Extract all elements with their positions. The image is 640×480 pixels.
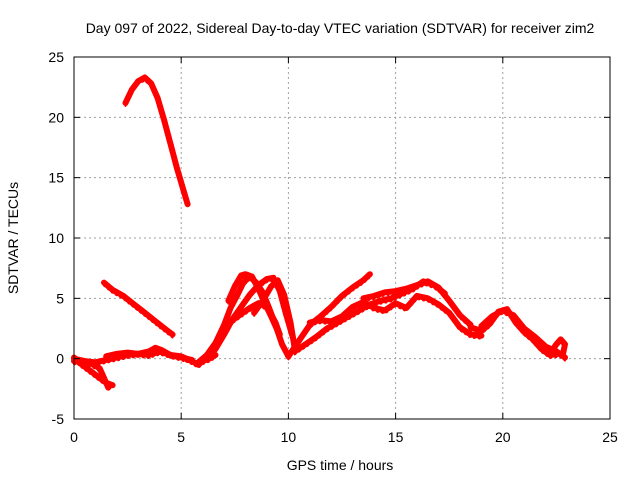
series-arc-low-early-b-scatter	[73, 363, 110, 392]
y-axis-label: SDTVAR / TECUs	[5, 182, 21, 294]
y-tick-label: 20	[48, 109, 64, 125]
series-arc-decline	[101, 279, 176, 338]
chart-title: Day 097 of 2022, Sidereal Day-to-day VTE…	[86, 20, 595, 36]
series-arc-midday-3-scatter	[308, 297, 483, 340]
y-tick-label: 25	[48, 49, 64, 65]
series-arc-morning-5-scatter	[253, 282, 296, 353]
series-arc-midday-1	[285, 271, 373, 360]
x-tick-label: 25	[602, 429, 618, 445]
x-axis-label: GPS time / hours	[287, 457, 394, 473]
series-arc-midday-1-scatter	[287, 276, 371, 361]
y-tick-label: -5	[52, 411, 65, 427]
series-arc-morning-5	[251, 277, 298, 352]
series-arc-high	[122, 74, 191, 208]
series-arc-baseline-b	[103, 344, 195, 363]
x-tick-label: 15	[388, 429, 404, 445]
series-arc-baseline-b-scatter	[105, 349, 193, 364]
series-arc-morning-4	[225, 271, 281, 334]
grid-lines	[74, 57, 610, 419]
y-tick-label: 0	[56, 351, 64, 367]
series-arc-baseline-scatter	[73, 353, 217, 369]
series-arc-midday-4	[360, 278, 474, 328]
x-tick-label: 20	[495, 429, 511, 445]
y-tick-label: 15	[48, 170, 64, 186]
x-tick-label: 10	[281, 429, 297, 445]
series-arc-decline-scatter	[103, 284, 174, 339]
series-arc-midday-4-scatter	[362, 283, 472, 329]
series-arc-morning-2-scatter	[205, 279, 294, 363]
series-arc-midday-2-scatter	[293, 283, 446, 356]
x-tick-label: 5	[177, 429, 185, 445]
series-arc-midday-3	[306, 292, 485, 339]
y-tick-label: 10	[48, 230, 64, 246]
data-series	[71, 74, 568, 392]
axis-ticks: 0 5 10 15 20 25 -5 0 5 10 15 20 25	[48, 49, 618, 445]
series-arc-high-scatter	[124, 79, 189, 209]
y-tick-label: 5	[56, 290, 64, 306]
x-tick-label: 0	[70, 429, 78, 445]
series-arc-morning-4-scatter	[227, 276, 279, 335]
